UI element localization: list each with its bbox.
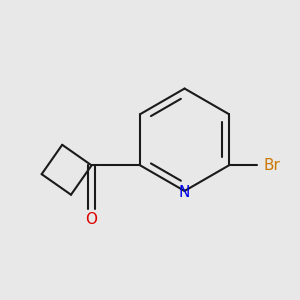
Text: Br: Br	[263, 158, 280, 173]
Text: N: N	[179, 185, 190, 200]
Text: O: O	[85, 212, 98, 227]
